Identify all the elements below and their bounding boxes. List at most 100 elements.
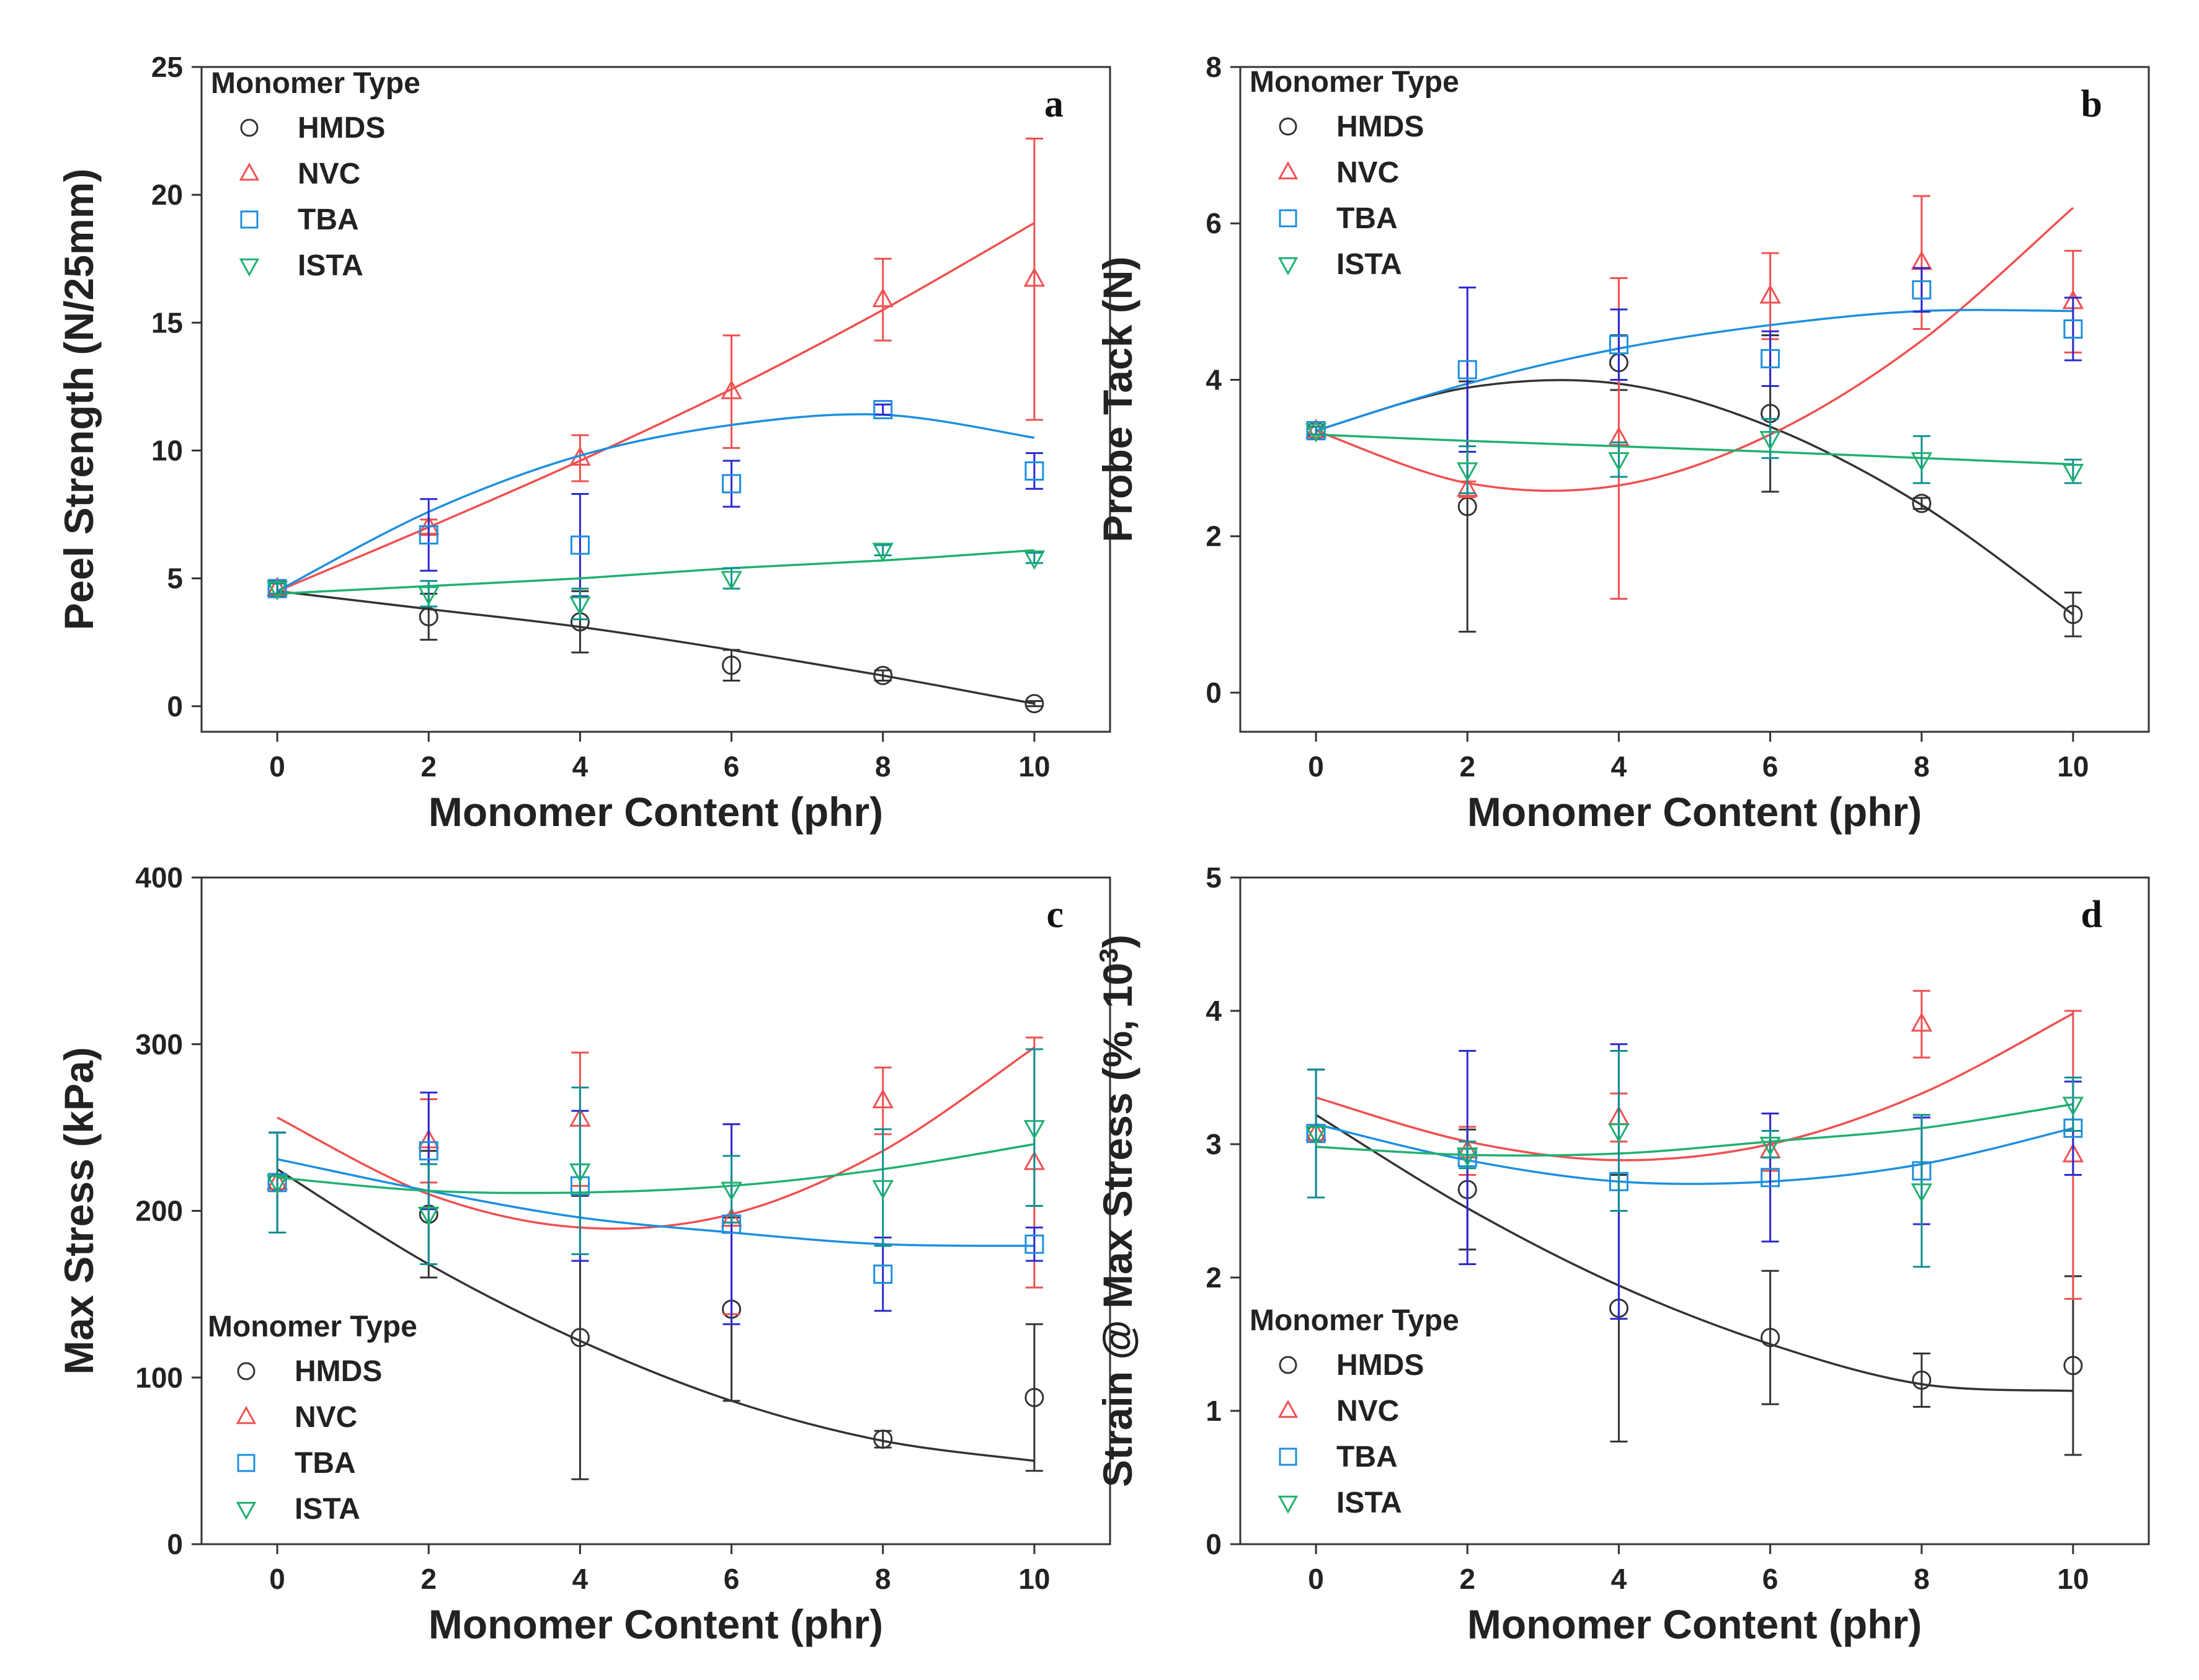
data-point	[266, 1175, 288, 1195]
data-point	[1023, 550, 1046, 570]
legend-marker	[240, 210, 259, 229]
panel-tag: b	[2081, 83, 2102, 125]
legend-title: Monomer Type	[1250, 1304, 1459, 1337]
data-point	[1024, 694, 1044, 714]
series-tba	[267, 1091, 1044, 1325]
error-bar	[571, 493, 589, 597]
error-bar	[1912, 1353, 1930, 1408]
error-bar	[1610, 308, 1628, 381]
y-tick-label: 2	[1206, 520, 1222, 553]
fit-curve	[1315, 309, 2073, 432]
error-bar	[269, 582, 287, 595]
error-bar	[1761, 1269, 1779, 1405]
data-point	[1761, 349, 1780, 368]
panel-tag: a	[1044, 83, 1064, 125]
error-bar	[1610, 1050, 1628, 1212]
legend-item-nvc: NVC	[1336, 156, 1399, 189]
error-bar	[874, 1128, 892, 1247]
data-point	[872, 1180, 894, 1200]
data-point	[721, 571, 742, 590]
fit-curve	[277, 1158, 1034, 1247]
y-axis-title: Strain @ Max Stress (%, 103)	[1094, 935, 1141, 1487]
legend-item-ista: ISTA	[295, 1493, 360, 1526]
data-point	[873, 399, 893, 419]
error-bar	[2064, 296, 2082, 362]
data-point	[1023, 267, 1046, 287]
error-bar	[1025, 137, 1043, 421]
error-bar	[1307, 425, 1325, 436]
data-point	[873, 665, 893, 685]
x-tick-label: 2	[420, 750, 437, 783]
legend-item-tba: TBA	[1336, 1441, 1398, 1473]
legend-title: Monomer Type	[1250, 66, 1459, 99]
data-point	[419, 1141, 438, 1161]
data-point	[1759, 431, 1781, 451]
data-point	[1305, 1126, 1327, 1146]
series-ista	[266, 1048, 1046, 1265]
series-nvc	[266, 137, 1046, 597]
data-point	[1457, 462, 1478, 482]
x-axis-title: Monomer Content (phr)	[429, 1601, 883, 1647]
data-point	[1759, 1137, 1781, 1157]
y-tick-label: 4	[1206, 363, 1222, 396]
fit-curve	[277, 1046, 1035, 1230]
data-point	[266, 581, 288, 601]
x-tick-label: 10	[2057, 750, 2089, 783]
x-axis-title: Monomer Content (phr)	[1467, 789, 1922, 835]
legend: Monomer Type HMDS NVC TBA ISTA	[208, 1310, 417, 1526]
data-point	[2063, 1356, 2083, 1376]
error-bar	[874, 403, 892, 416]
y-tick-label: 0	[167, 1528, 183, 1560]
y-tick-label: 0	[1206, 1528, 1222, 1560]
data-point	[722, 1214, 742, 1234]
error-bar	[1025, 700, 1043, 708]
panel-tag: c	[1046, 894, 1064, 936]
error-bar	[1912, 1114, 1930, 1268]
data-point	[1912, 1371, 1932, 1390]
legend: Monomer Type HMDS NVC TBA ISTA	[211, 67, 420, 282]
series-tba	[267, 399, 1044, 598]
data-point	[722, 656, 742, 675]
legend-item-hmds: HMDS	[1336, 1349, 1424, 1382]
legend-marker	[1279, 209, 1297, 228]
x-tick-label: 4	[1611, 1563, 1627, 1595]
legend-marker	[237, 1454, 255, 1472]
y-tick-label: 25	[151, 51, 183, 83]
fit-curve	[277, 549, 1035, 595]
data-point	[1759, 284, 1781, 304]
data-point	[2062, 1096, 2084, 1116]
data-point	[722, 474, 742, 494]
data-point	[418, 1206, 440, 1227]
legend-marker	[1277, 1399, 1299, 1418]
data-point	[1911, 1012, 1932, 1032]
legend-item-tba: TBA	[295, 1447, 356, 1480]
series-nvc	[1305, 990, 2084, 1300]
fit-curve	[1315, 379, 2074, 616]
legend-item-hmds: HMDS	[295, 1355, 382, 1388]
legend-item-nvc: NVC	[1336, 1395, 1399, 1428]
data-point	[1306, 420, 1326, 440]
error-bar	[2064, 592, 2082, 638]
y-tick-label: 0	[1206, 677, 1222, 709]
error-bar	[722, 460, 740, 508]
error-bar	[722, 649, 740, 682]
plot-frame	[200, 66, 1111, 733]
y-tick-label: 15	[151, 306, 183, 339]
data-point	[1457, 360, 1477, 380]
series-hmds	[1306, 1069, 2083, 1456]
legend-marker	[1277, 257, 1299, 276]
y-tick-label: 400	[135, 861, 183, 894]
fit-curve	[1316, 433, 2073, 466]
x-tick-label: 10	[1018, 1563, 1050, 1595]
error-bar	[1459, 445, 1477, 494]
y-tick-label: 20	[151, 179, 183, 211]
legend-marker	[237, 1362, 255, 1380]
plot-frame	[1239, 66, 2150, 733]
y-tick-label: 5	[167, 562, 183, 595]
x-axis-title: Monomer Content (phr)	[429, 789, 883, 835]
series-hmds	[267, 1131, 1044, 1480]
x-tick-label: 6	[724, 750, 740, 783]
legend-title: Monomer Type	[208, 1310, 417, 1343]
